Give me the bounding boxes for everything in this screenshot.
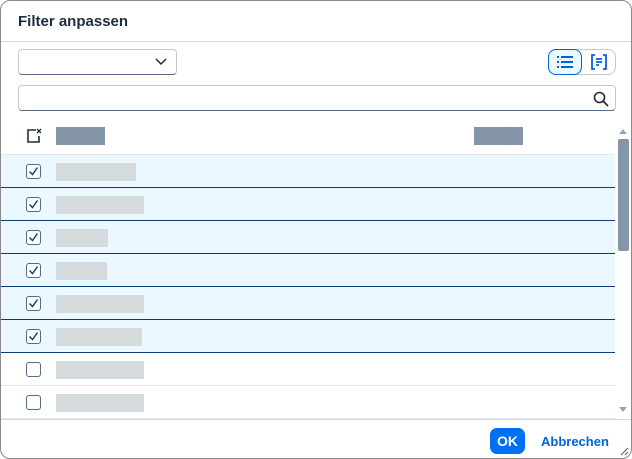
row-label-placeholder: [56, 328, 142, 346]
check-icon: [29, 299, 39, 308]
dialog-title: Filter anpassen: [18, 13, 129, 30]
list-item[interactable]: [1, 386, 615, 419]
filter-list: [1, 155, 615, 419]
chevron-down-icon: [155, 58, 167, 66]
column-header-value: [474, 127, 523, 145]
clear-selection-icon[interactable]: [26, 128, 42, 144]
check-icon: [29, 266, 39, 275]
list-view-button[interactable]: [548, 49, 583, 75]
list-item[interactable]: [1, 188, 615, 221]
row-label-placeholder: [56, 394, 144, 412]
divider: [1, 419, 631, 420]
resize-grip-icon[interactable]: [619, 446, 629, 456]
list-item[interactable]: [1, 287, 615, 320]
search-input[interactable]: [18, 85, 616, 111]
list-item[interactable]: [1, 320, 615, 353]
row-checkbox[interactable]: [26, 329, 41, 344]
row-label-placeholder: [56, 361, 144, 379]
list-item[interactable]: [1, 254, 615, 287]
column-header-name: [56, 127, 105, 145]
check-icon: [29, 233, 39, 242]
row-label-placeholder: [56, 196, 144, 214]
row-checkbox[interactable]: [26, 197, 41, 212]
ok-button[interactable]: OK: [490, 428, 525, 454]
row-checkbox[interactable]: [26, 296, 41, 311]
scrollbar-thumb[interactable]: [618, 139, 629, 251]
row-label-placeholder: [56, 295, 144, 313]
row-label-placeholder: [56, 262, 107, 280]
view-toggle: [548, 49, 616, 75]
cancel-button[interactable]: Abbrechen: [541, 434, 609, 449]
bracket-list-icon: [590, 54, 607, 70]
list-icon: [557, 56, 573, 68]
row-checkbox[interactable]: [26, 395, 41, 410]
row-label-placeholder: [56, 163, 136, 181]
row-label-placeholder: [56, 229, 108, 247]
tree-view-button[interactable]: [582, 50, 615, 74]
row-checkbox[interactable]: [26, 263, 41, 278]
row-checkbox[interactable]: [26, 230, 41, 245]
variant-select[interactable]: [18, 49, 177, 75]
table-header: [1, 119, 615, 155]
search-icon: [593, 91, 609, 107]
row-checkbox[interactable]: [26, 362, 41, 377]
row-checkbox[interactable]: [26, 164, 41, 179]
scroll-down-icon[interactable]: [619, 407, 627, 412]
scrollbar[interactable]: [616, 119, 631, 419]
scroll-up-icon[interactable]: [619, 129, 627, 134]
check-icon: [29, 200, 39, 209]
list-item[interactable]: [1, 353, 615, 386]
check-icon: [29, 332, 39, 341]
list-item[interactable]: [1, 221, 615, 254]
list-item[interactable]: [1, 155, 615, 188]
check-icon: [29, 167, 39, 176]
divider: [1, 41, 631, 42]
